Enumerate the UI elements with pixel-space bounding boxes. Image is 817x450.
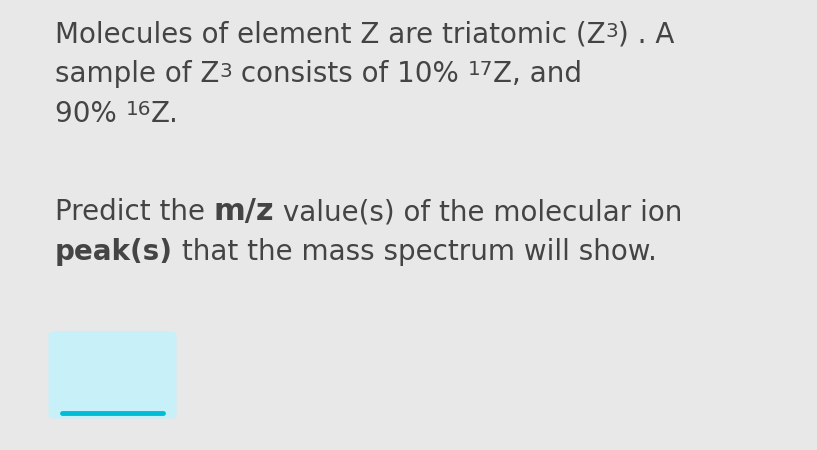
Text: 17: 17 [468, 60, 493, 79]
Text: Z, and: Z, and [493, 60, 583, 88]
Text: ) . A: ) . A [618, 20, 675, 48]
Text: Predict the: Predict the [55, 198, 214, 226]
Text: that the mass spectrum will show.: that the mass spectrum will show. [173, 238, 657, 266]
Text: 3: 3 [220, 62, 232, 81]
Text: 90%: 90% [55, 100, 126, 128]
Text: 16: 16 [126, 100, 151, 119]
Text: Molecules of element Z are triatomic (Z: Molecules of element Z are triatomic (Z [55, 20, 605, 48]
Text: value(s) of the molecular ion: value(s) of the molecular ion [275, 198, 683, 226]
Text: Z.: Z. [151, 100, 179, 128]
Text: consists of 10%: consists of 10% [232, 60, 468, 88]
Text: m/z: m/z [214, 197, 275, 226]
Text: 3: 3 [605, 22, 618, 41]
Text: sample of Z: sample of Z [55, 60, 220, 88]
Text: peak(s): peak(s) [55, 238, 173, 266]
